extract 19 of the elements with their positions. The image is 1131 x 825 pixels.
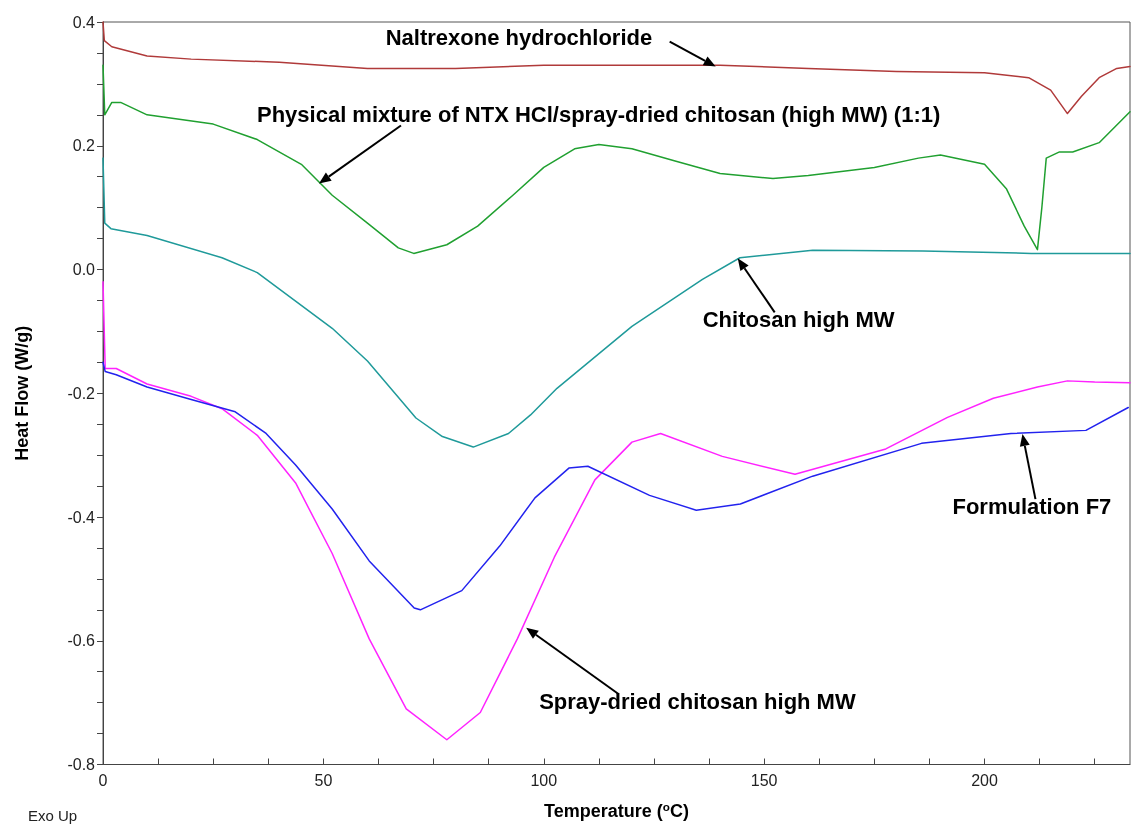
annotation: Physical mixture of NTX HCl/spray-dried chitosan (high MW) (1:1) — [256, 102, 941, 128]
x-tick-label: 100 — [530, 772, 558, 789]
annotation: Formulation F7 — [952, 493, 1112, 519]
x-tick-label: 200 — [971, 772, 998, 789]
y-tick-label: 0.0 — [72, 261, 96, 278]
y-tick-label: -0.4 — [67, 508, 96, 526]
x-tick-label: 0 — [98, 772, 108, 789]
text: Exo Up — [28, 807, 78, 824]
x-tick-label: 50 — [314, 772, 333, 789]
y-axis-title: Heat Flow (W/g) — [12, 325, 32, 461]
annotation: Spray-dried chitosan high MW — [539, 688, 856, 714]
annotation: Chitosan high MW — [702, 307, 895, 333]
y-tick-label: 0.4 — [72, 13, 96, 31]
y-tick-label: -0.6 — [67, 632, 96, 650]
y-tick-label: -0.2 — [67, 384, 96, 402]
x-tick-label: 150 — [750, 772, 778, 789]
y-tick-label: -0.8 — [67, 756, 96, 773]
y-tick-label: 0.2 — [72, 137, 96, 155]
annotation: Naltrexone hydrochloride — [385, 25, 653, 51]
